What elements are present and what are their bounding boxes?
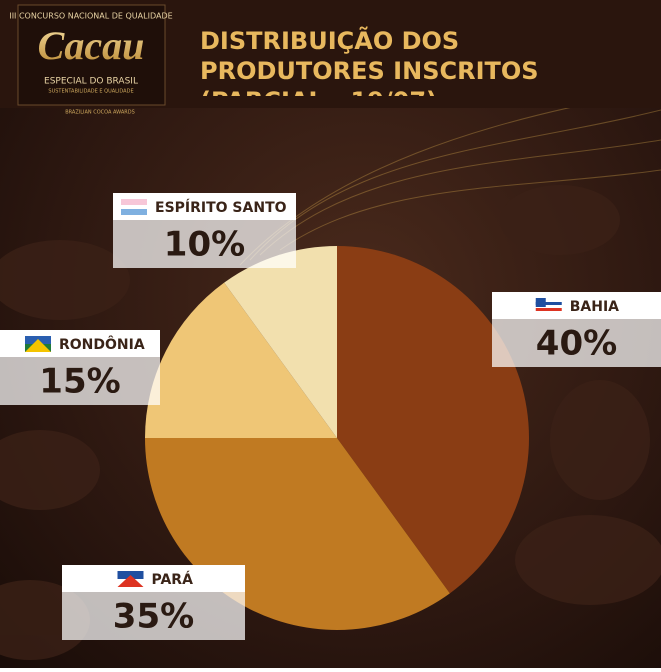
value-label: 35% (113, 597, 194, 637)
logo-subtitle: ESPECIAL DO BRASIL (44, 77, 138, 87)
logo-awards: BRAZILIAN COCOA AWARDS (65, 110, 135, 116)
flag (535, 308, 562, 311)
category-label: BAHIA (570, 299, 619, 315)
logo-tagline: SUSTENTABILIDADE E QUALIDADE (48, 89, 133, 95)
chart-title: DISTRIBUIÇÃO DOS PRODUTORES INSCRITOS (P… (200, 27, 539, 96)
state-flag (121, 199, 147, 215)
logo-brand: Cacau (38, 23, 145, 68)
pie-slice (337, 246, 530, 594)
label-body (62, 592, 245, 640)
pie-slice (224, 246, 337, 438)
label-body (113, 220, 296, 268)
flag (121, 209, 147, 215)
logo-box (17, 4, 166, 106)
label-box: BAHIA 40% (492, 292, 661, 367)
label-box: PARÁ 35% (62, 565, 245, 640)
flag (535, 298, 546, 307)
flag (117, 575, 144, 587)
title-wrap: DISTRIBUIÇÃO DOS PRODUTORES INSCRITOS (P… (200, 27, 539, 96)
pie-slice (145, 282, 337, 438)
state-flag (117, 571, 144, 587)
category-label: ESPÍRITO SANTO (155, 199, 287, 216)
flag (121, 205, 147, 209)
flag (535, 302, 562, 305)
label-box: ESPÍRITO SANTO 10% (113, 193, 296, 268)
cocoa-beans (0, 185, 661, 660)
label-box: RONDÔNIA 15% (0, 330, 160, 405)
value-label: 10% (164, 225, 245, 265)
category-label: RONDÔNIA (59, 335, 145, 353)
label-body (492, 319, 661, 367)
flag (25, 339, 51, 352)
value-label: 40% (536, 324, 617, 364)
state-flag (25, 336, 51, 352)
state-flag (535, 298, 562, 314)
label-header (492, 292, 661, 319)
label-body (0, 357, 160, 405)
value-label: 15% (39, 362, 120, 402)
logo-contest: III CONCURSO NACIONAL DE QUALIDADE (9, 12, 172, 21)
category-label: PARÁ (152, 571, 194, 588)
label-header (62, 565, 245, 592)
